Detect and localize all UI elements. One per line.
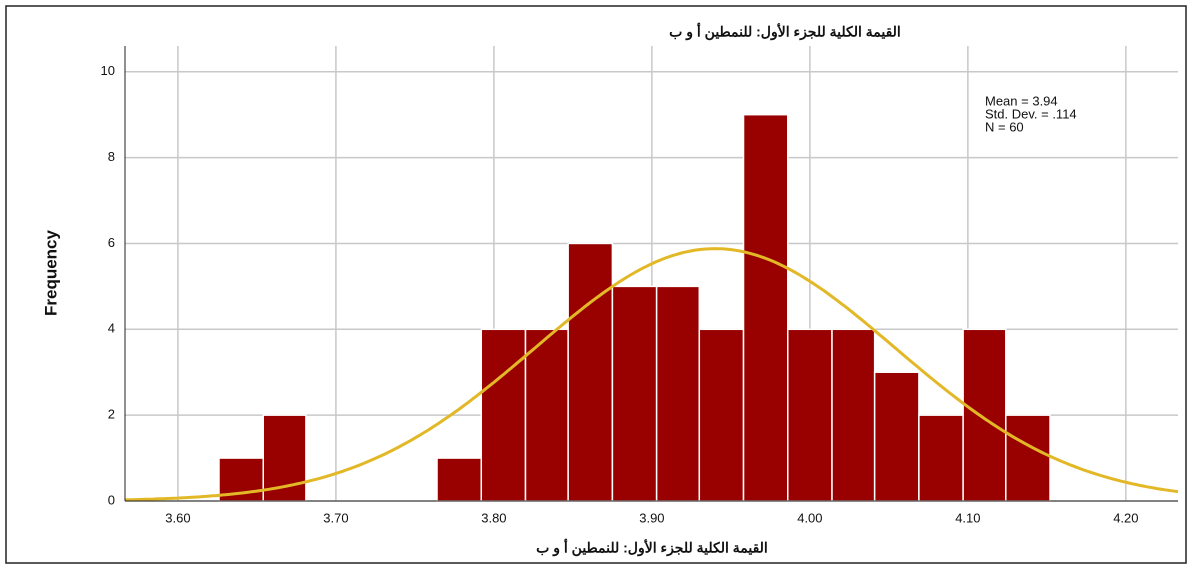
- chart-title: القيمة الكلية للجزء الأول: للنمطين أ و ب: [669, 22, 901, 41]
- x-tick-label: 3.70: [323, 510, 348, 525]
- bar: [480, 328, 527, 502]
- x-tick-label: 3.60: [165, 510, 190, 525]
- bar: [1005, 414, 1051, 502]
- stat-annotation: N = 60: [985, 119, 1024, 134]
- x-tick-label: 4.00: [797, 510, 822, 525]
- bar: [655, 285, 701, 502]
- y-tick-label: 6: [108, 235, 115, 250]
- x-axis-label: القيمة الكلية للجزء الأول: للنمطين أ و ب: [536, 538, 768, 557]
- y-axis-label: Frequency: [41, 229, 60, 316]
- bar: [698, 328, 745, 502]
- y-tick-label: 4: [108, 321, 115, 336]
- stat-annotation: Mean = 3.94: [985, 93, 1058, 108]
- x-tick-label: 4.20: [1113, 510, 1138, 525]
- x-tick-label: 3.80: [481, 510, 506, 525]
- bar: [873, 371, 920, 502]
- x-tick-label: 4.10: [955, 510, 980, 525]
- bar: [436, 457, 483, 502]
- x-tick-label: 3.90: [639, 510, 664, 525]
- y-tick-label: 8: [108, 149, 115, 164]
- bar: [918, 414, 964, 502]
- bar: [524, 328, 569, 502]
- bar: [742, 113, 789, 502]
- bar: [962, 328, 1007, 502]
- bar: [831, 328, 876, 502]
- bar: [567, 242, 614, 502]
- stat-annotation: Std. Dev. = .114: [985, 106, 1077, 121]
- y-tick-label: 10: [101, 63, 115, 78]
- y-tick-label: 2: [108, 407, 115, 422]
- normal-curve: [124, 247, 1179, 502]
- bar: [787, 328, 833, 502]
- y-tick-label: 0: [108, 492, 115, 507]
- bar: [611, 285, 658, 502]
